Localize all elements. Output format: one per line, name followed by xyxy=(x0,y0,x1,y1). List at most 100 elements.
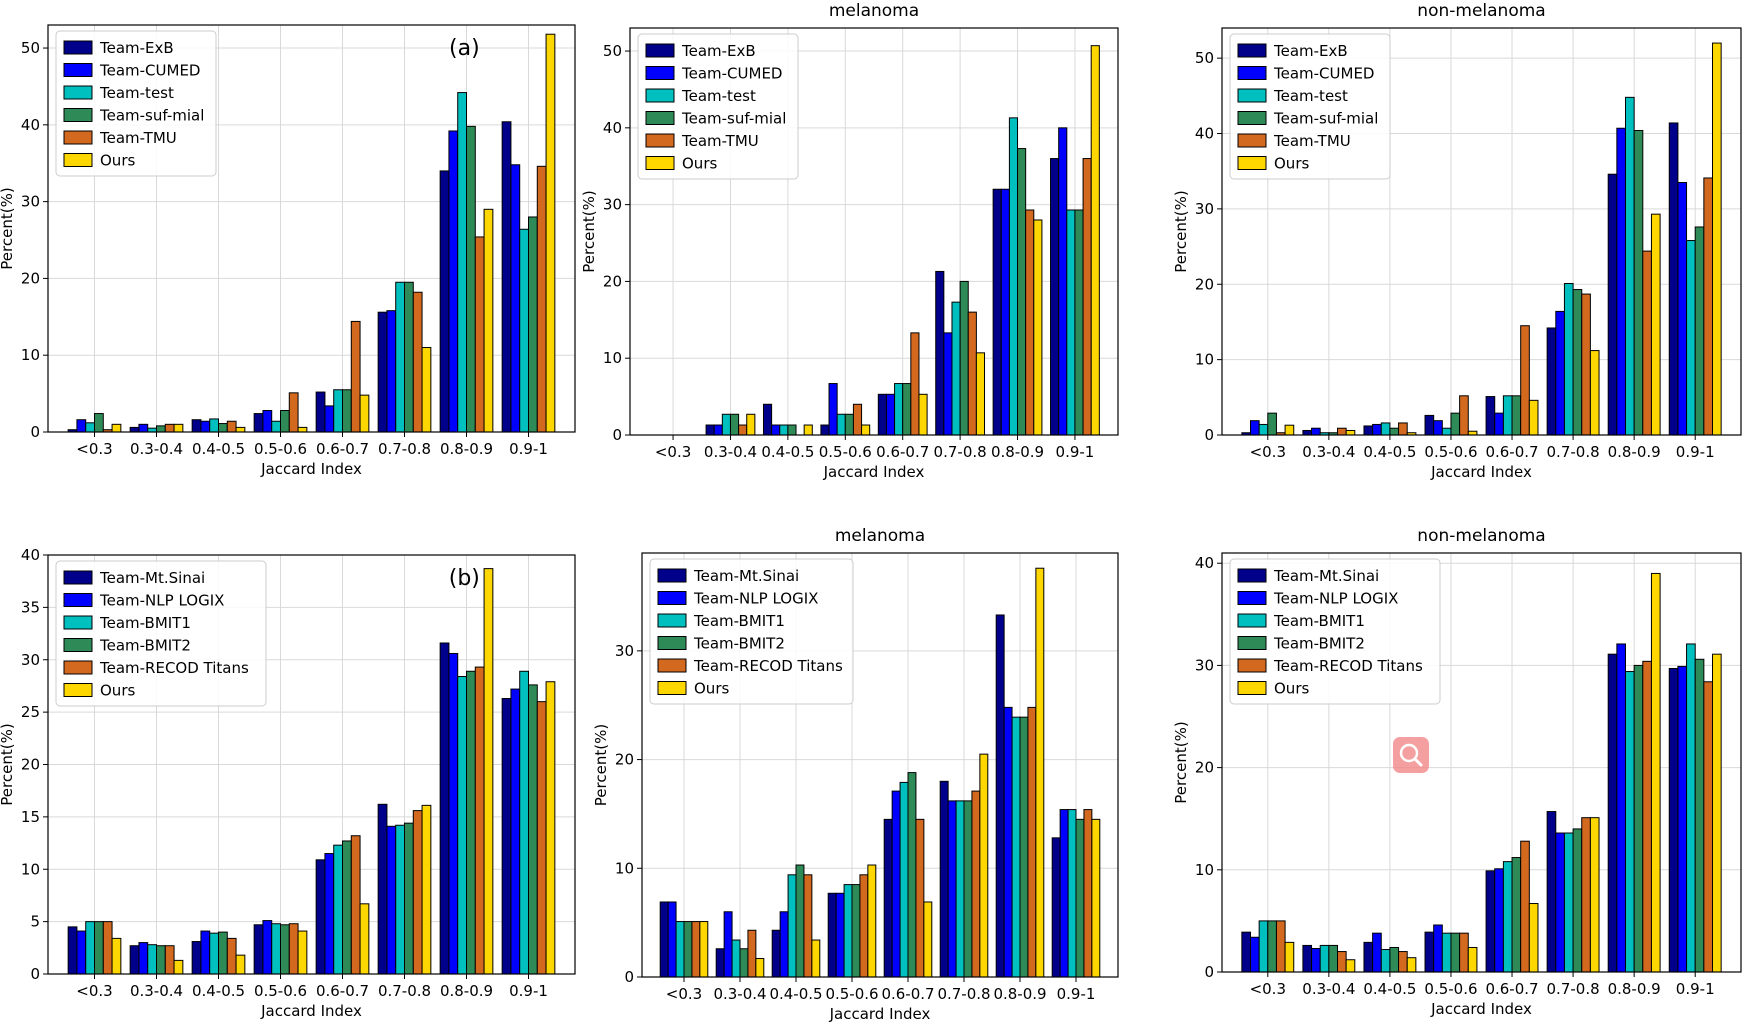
x-tick-label: 0.5-0.6 xyxy=(819,443,872,461)
legend-label: Ours xyxy=(1274,680,1309,698)
bar-ours-4 xyxy=(1467,946,1478,973)
bar-team-test-8 xyxy=(1066,209,1076,436)
bar-team-bmit2-7 xyxy=(466,670,476,975)
chart-panel-6: 0 10 20 30 40 <0.3 0.3-0.4 0.4-0.5 0.5-0.6 0.6-0.… xyxy=(1172,526,1742,1018)
legend-label: Team-TMU xyxy=(681,132,759,150)
bar-team-exb-2 xyxy=(129,426,140,433)
bar-ours-5 xyxy=(923,901,933,978)
x-tick-label: 0.9-1 xyxy=(509,982,548,1000)
bar-ours-2 xyxy=(755,958,765,978)
legend-label: Team-suf-mial xyxy=(1273,110,1378,128)
legend-swatch xyxy=(63,85,93,100)
y-tick-label: 10 xyxy=(603,349,622,367)
x-tick-label: 0.9-1 xyxy=(1676,980,1715,998)
y-tick-label: 40 xyxy=(1195,554,1214,572)
bar-ours-3 xyxy=(235,954,246,975)
legend-label: Team-BMIT2 xyxy=(693,635,785,653)
x-tick-label: 0.4-0.5 xyxy=(1363,443,1416,461)
legend-swatch xyxy=(63,570,93,585)
bar-ours-6 xyxy=(1589,817,1600,973)
x-tick-label: 0.5-0.6 xyxy=(1424,443,1477,461)
bar-team-cumed-4 xyxy=(1433,420,1443,436)
legend-swatch xyxy=(645,156,675,170)
bar-team-cumed-3 xyxy=(1372,423,1382,436)
x-tick-label: <0.3 xyxy=(1250,443,1286,461)
bar-team-bmit2-5 xyxy=(1511,857,1522,973)
y-tick-label: 50 xyxy=(21,39,40,57)
legend-box xyxy=(55,30,217,177)
bar-team-tmu-4 xyxy=(852,403,863,436)
bar-ours-4 xyxy=(297,930,308,975)
legend-label: Team-suf-mial xyxy=(681,110,786,128)
y-tick-label: 30 xyxy=(21,651,40,669)
bar-team-bmit2-8 xyxy=(1075,818,1085,978)
bar-team-nlp-logix-8 xyxy=(1059,809,1069,978)
y-tick-label: 0 xyxy=(1204,426,1214,444)
y-axis-label: Percent(%) xyxy=(580,190,598,272)
x-tick-label: 0.8-0.9 xyxy=(991,443,1044,461)
y-tick-label: 15 xyxy=(21,808,40,826)
bar-team-mt-sinai-7 xyxy=(439,642,450,975)
bar-team-exb-4 xyxy=(820,424,830,436)
bar-team-suf-mial-7 xyxy=(1633,130,1644,436)
x-tick-label: 0.4-0.5 xyxy=(761,443,814,461)
bar-ours-7 xyxy=(1650,213,1661,436)
y-tick-label: 10 xyxy=(21,346,40,364)
bar-team-recod-titans-4 xyxy=(1459,932,1469,973)
legend-label: Ours xyxy=(1274,155,1309,173)
bar-team-bmit1-4 xyxy=(843,884,853,978)
bar-ours-5 xyxy=(359,394,370,433)
x-tick-label: 0.3-0.4 xyxy=(130,440,183,458)
bar-team-test-7 xyxy=(457,92,468,433)
bar-team-cumed-5 xyxy=(885,393,896,436)
bar-team-mt-sinai-7 xyxy=(1607,653,1618,973)
bar-team-suf-mial-2 xyxy=(729,413,740,436)
bar-team-bmit2-7 xyxy=(1019,716,1029,978)
y-tick-label: 10 xyxy=(21,860,40,878)
bar-team-nlp-logix-7 xyxy=(1003,706,1013,978)
bar-team-cumed-6 xyxy=(386,310,397,433)
bar-team-exb-8 xyxy=(1668,122,1679,436)
bar-team-cumed-1 xyxy=(76,419,87,433)
bar-team-bmit2-6 xyxy=(404,822,414,975)
bar-ours-2 xyxy=(173,423,184,433)
bar-team-exb-8 xyxy=(1050,158,1060,436)
bar-team-bmit2-1 xyxy=(1267,920,1277,973)
legend-swatch xyxy=(657,568,687,583)
bar-team-tmu-8 xyxy=(536,165,547,433)
bar-team-bmit1-1 xyxy=(675,921,685,978)
x-tick-label: 0.4-0.5 xyxy=(192,440,245,458)
legend-label: Ours xyxy=(682,155,717,173)
x-tick-label: 0.8-0.9 xyxy=(993,985,1046,1003)
bar-team-nlp-logix-6 xyxy=(1555,832,1565,973)
bar-team-suf-mial-8 xyxy=(1694,226,1705,436)
y-tick-label: 20 xyxy=(603,272,622,290)
bar-team-bmit2-4 xyxy=(1450,932,1461,973)
bar-team-cumed-5 xyxy=(324,405,335,433)
bar-team-suf-mial-2 xyxy=(156,425,166,433)
bar-team-recod-titans-4 xyxy=(288,923,299,975)
y-tick-label: 30 xyxy=(21,193,40,211)
zoom-button[interactable] xyxy=(1393,737,1429,773)
legend-label: Team-ExB xyxy=(99,39,174,57)
legend-swatch xyxy=(63,130,93,145)
x-tick-label: 0.3-0.4 xyxy=(704,443,757,461)
bar-team-nlp-logix-4 xyxy=(835,892,845,978)
bar-team-bmit2-5 xyxy=(342,840,352,975)
legend-box xyxy=(637,33,799,180)
bar-ours-2 xyxy=(1345,429,1356,436)
legend-swatch xyxy=(645,66,675,80)
bar-team-mt-sinai-6 xyxy=(1546,811,1557,973)
legend-swatch xyxy=(1237,66,1267,80)
bar-team-test-3 xyxy=(1380,422,1391,436)
legend-label: Team-CUMED xyxy=(99,62,200,80)
bar-team-mt-sinai-5 xyxy=(1485,870,1496,973)
legend-label: Team-BMIT2 xyxy=(99,637,191,655)
bar-team-nlp-logix-1 xyxy=(667,901,677,978)
bar-ours-6 xyxy=(975,352,986,436)
bar-team-test-2 xyxy=(721,413,731,436)
chart-panel-4: 0 5 10 15 20 25 30 35 40 <0.3 0.3-0.4 0.4-0.5 0.5-0.… xyxy=(0,546,576,1020)
y-tick-label: 10 xyxy=(615,859,634,877)
bar-team-bmit1-6 xyxy=(395,824,406,975)
